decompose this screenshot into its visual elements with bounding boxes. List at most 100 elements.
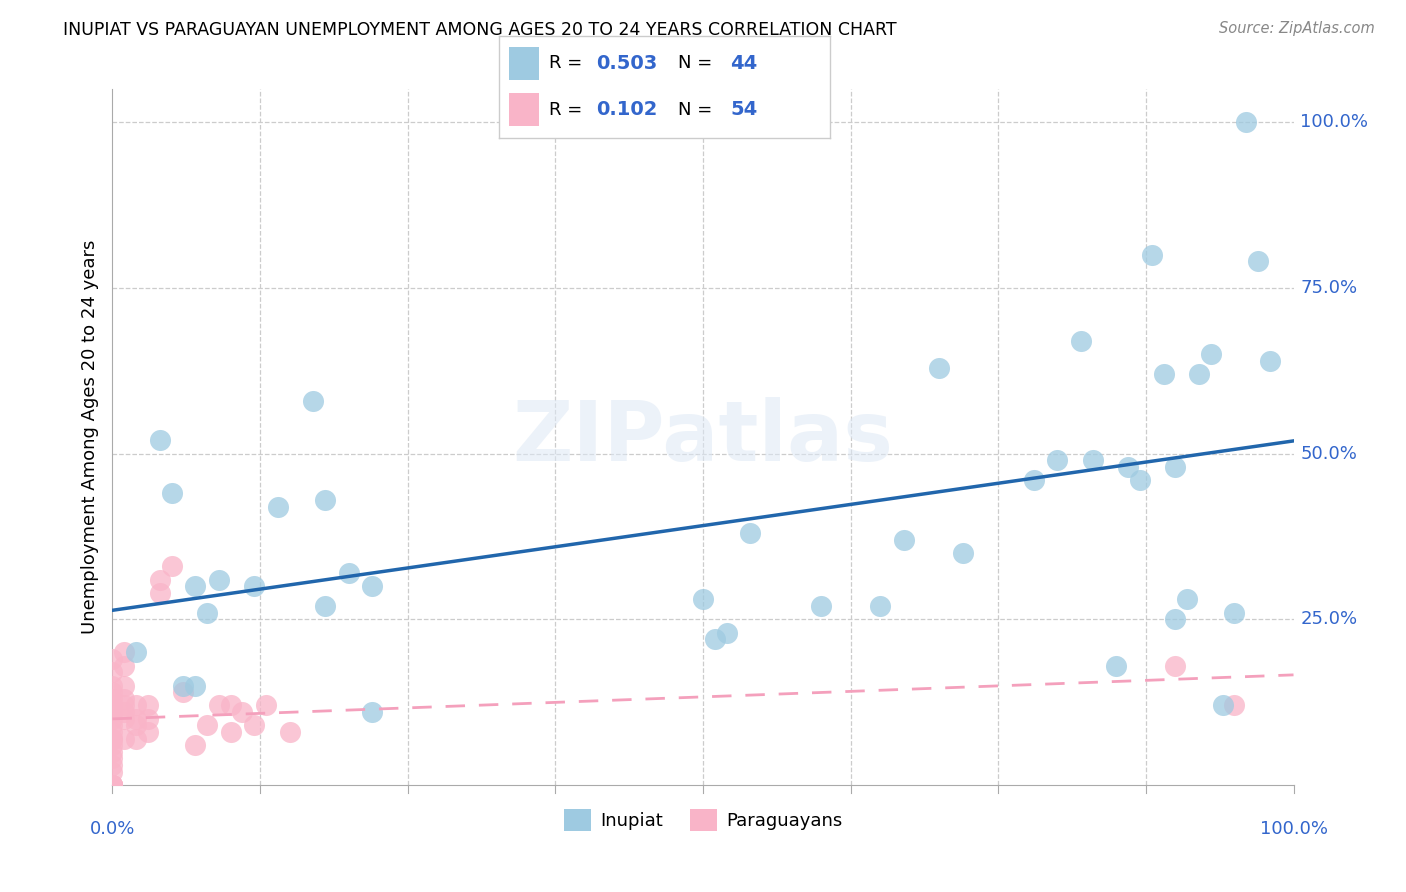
Point bbox=[112, 691, 135, 706]
Point bbox=[184, 738, 207, 752]
Point bbox=[278, 725, 301, 739]
Text: 100.0%: 100.0% bbox=[1301, 113, 1368, 131]
Point bbox=[101, 685, 124, 699]
Point bbox=[195, 718, 218, 732]
Point bbox=[1223, 606, 1246, 620]
Point bbox=[1234, 115, 1257, 129]
Point bbox=[112, 731, 135, 746]
Point bbox=[1247, 254, 1270, 268]
Text: 100.0%: 100.0% bbox=[1260, 820, 1327, 838]
Point bbox=[208, 698, 231, 713]
Text: 25.0%: 25.0% bbox=[1301, 610, 1358, 628]
Text: R =: R = bbox=[548, 101, 588, 119]
Point bbox=[1212, 698, 1234, 713]
Point bbox=[101, 705, 124, 719]
Point bbox=[136, 712, 159, 726]
Point bbox=[125, 645, 148, 659]
Text: N =: N = bbox=[678, 101, 717, 119]
Point bbox=[184, 679, 207, 693]
Point bbox=[172, 685, 194, 699]
Text: N =: N = bbox=[678, 54, 717, 72]
Text: 54: 54 bbox=[731, 100, 758, 119]
Text: Source: ZipAtlas.com: Source: ZipAtlas.com bbox=[1219, 21, 1375, 36]
Point bbox=[1258, 354, 1281, 368]
Point bbox=[1070, 334, 1092, 348]
Point bbox=[101, 758, 124, 772]
Bar bbox=[509, 93, 538, 126]
Text: 75.0%: 75.0% bbox=[1301, 279, 1358, 297]
Y-axis label: Unemployment Among Ages 20 to 24 years: Unemployment Among Ages 20 to 24 years bbox=[80, 240, 98, 634]
Point bbox=[149, 434, 172, 448]
Point bbox=[101, 712, 124, 726]
Point bbox=[1223, 698, 1246, 713]
Text: 50.0%: 50.0% bbox=[1301, 444, 1357, 463]
Point bbox=[101, 751, 124, 765]
Point bbox=[208, 573, 231, 587]
Point bbox=[112, 705, 135, 719]
Point bbox=[302, 393, 325, 408]
Point bbox=[160, 559, 183, 574]
Point bbox=[184, 579, 207, 593]
Point bbox=[112, 712, 135, 726]
Text: INUPIAT VS PARAGUAYAN UNEMPLOYMENT AMONG AGES 20 TO 24 YEARS CORRELATION CHART: INUPIAT VS PARAGUAYAN UNEMPLOYMENT AMONG… bbox=[63, 21, 897, 38]
Point bbox=[361, 705, 384, 719]
Point bbox=[101, 778, 124, 792]
Point bbox=[101, 691, 124, 706]
Point bbox=[101, 778, 124, 792]
Point bbox=[101, 778, 124, 792]
Point bbox=[1140, 248, 1163, 262]
Point bbox=[101, 718, 124, 732]
Text: R =: R = bbox=[548, 54, 588, 72]
Point bbox=[1188, 367, 1211, 381]
Point bbox=[1105, 658, 1128, 673]
Point bbox=[267, 500, 290, 514]
Point bbox=[703, 632, 725, 647]
Point bbox=[101, 725, 124, 739]
Point bbox=[125, 698, 148, 713]
Point bbox=[101, 731, 124, 746]
Point bbox=[195, 606, 218, 620]
Point bbox=[101, 731, 124, 746]
Point bbox=[136, 698, 159, 713]
Point bbox=[361, 579, 384, 593]
Point bbox=[1116, 459, 1139, 474]
Point bbox=[952, 546, 974, 560]
Point bbox=[1022, 473, 1045, 487]
Point bbox=[101, 652, 124, 666]
Point bbox=[101, 738, 124, 752]
Text: ZIPatlas: ZIPatlas bbox=[513, 397, 893, 477]
Point bbox=[314, 599, 336, 613]
Point bbox=[1164, 658, 1187, 673]
Point bbox=[149, 573, 172, 587]
Point bbox=[1175, 592, 1198, 607]
Point bbox=[1164, 459, 1187, 474]
Point bbox=[337, 566, 360, 580]
Point bbox=[136, 725, 159, 739]
Point bbox=[740, 526, 762, 541]
Legend: Inupiat, Paraguayans: Inupiat, Paraguayans bbox=[557, 802, 849, 838]
Point bbox=[160, 486, 183, 500]
Text: 0.102: 0.102 bbox=[596, 100, 658, 119]
Text: 44: 44 bbox=[731, 54, 758, 73]
Point bbox=[125, 712, 148, 726]
Point bbox=[810, 599, 832, 613]
Bar bbox=[509, 47, 538, 79]
Point bbox=[149, 586, 172, 600]
Point bbox=[1164, 612, 1187, 626]
Point bbox=[1153, 367, 1175, 381]
Point bbox=[254, 698, 277, 713]
Point bbox=[112, 698, 135, 713]
Point bbox=[314, 493, 336, 508]
Point bbox=[928, 360, 950, 375]
Point bbox=[101, 698, 124, 713]
Point bbox=[101, 764, 124, 779]
Point bbox=[219, 698, 242, 713]
Point bbox=[692, 592, 714, 607]
Point bbox=[172, 679, 194, 693]
Point bbox=[112, 645, 135, 659]
Point bbox=[101, 679, 124, 693]
Point bbox=[101, 778, 124, 792]
Point bbox=[1129, 473, 1152, 487]
Point bbox=[112, 679, 135, 693]
Point bbox=[219, 725, 242, 739]
